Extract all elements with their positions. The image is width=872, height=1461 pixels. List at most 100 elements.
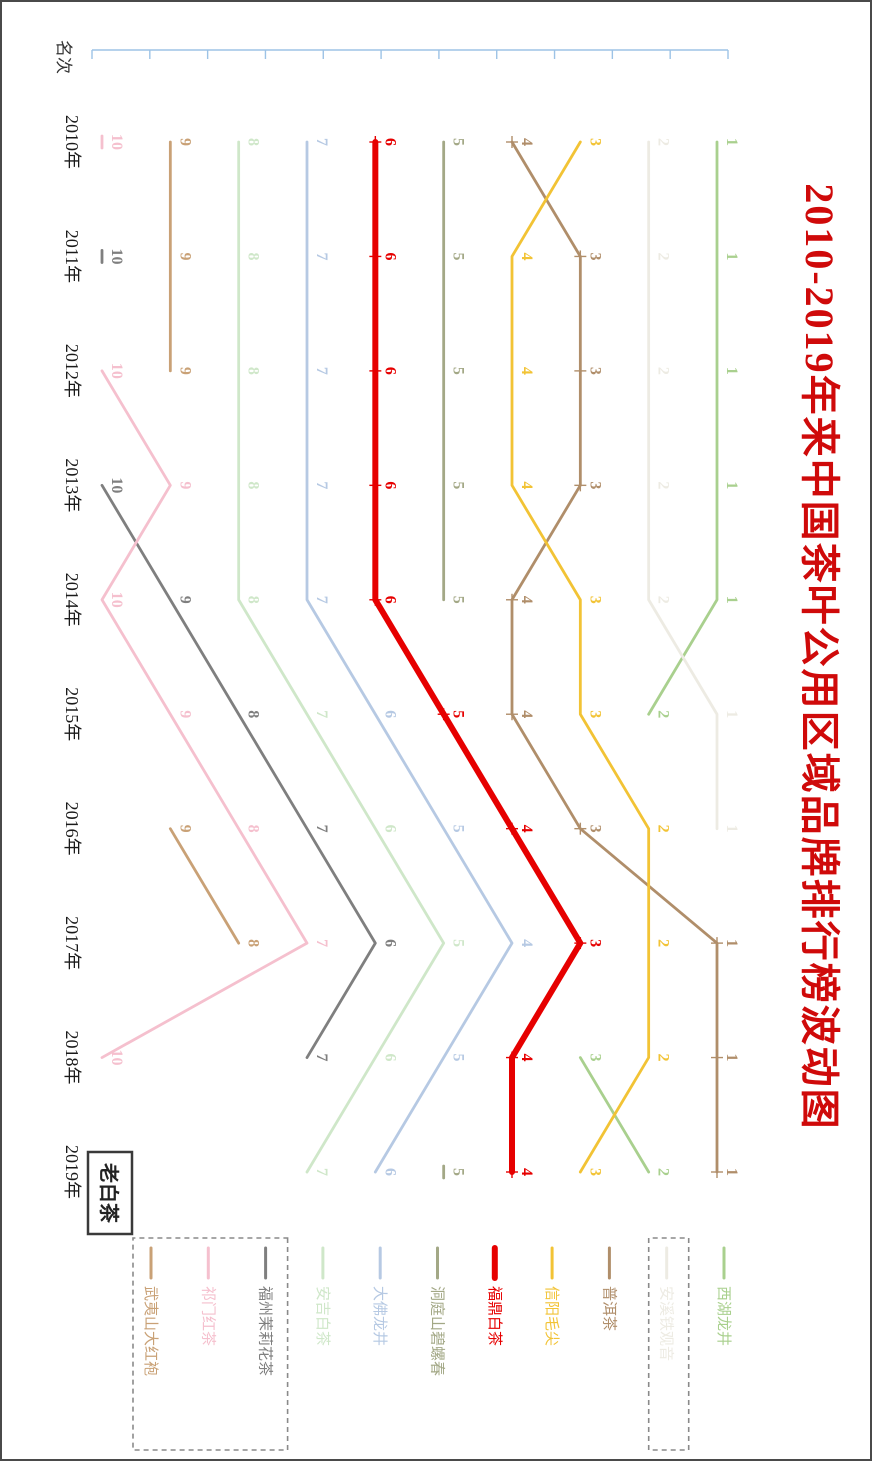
rank-value-label: 7 [313, 138, 330, 146]
rank-value-label: 8 [245, 252, 262, 260]
rank-value-label: 9 [176, 481, 193, 489]
rank-value-label: 8 [245, 710, 262, 718]
rank-value-label: 10 [108, 134, 125, 150]
rank-value-label: 5 [450, 1168, 467, 1176]
rank-value-label: 1 [723, 367, 740, 375]
rank-value-label: 4 [518, 710, 535, 718]
rank-value-label: 8 [245, 138, 262, 146]
rank-value-label: 4 [518, 252, 535, 260]
rank-value-label: 6 [381, 710, 398, 718]
legend-label: 安吉白茶 [314, 1286, 331, 1346]
rank-value-label: 7 [313, 710, 330, 718]
rank-value-label: 1 [723, 939, 740, 947]
rank-value-label: 4 [518, 825, 535, 833]
rank-value-label: 3 [586, 138, 603, 146]
year-label: 2017年 [62, 916, 82, 970]
rank-value-label: 9 [176, 252, 193, 260]
year-label: 2016年 [62, 802, 82, 856]
legend-label: 福州茉莉花茶 [257, 1286, 274, 1376]
legend-label: 信阳毛尖 [543, 1286, 560, 1346]
rank-value-label: 6 [381, 596, 398, 604]
series-line [305, 140, 514, 1174]
rank-value-label: 9 [176, 596, 193, 604]
rank-value-label: 3 [586, 825, 603, 833]
annotation-label: 老白茶 [97, 1163, 121, 1224]
rank-value-label: 5 [450, 825, 467, 833]
rank-value-label: 6 [381, 1168, 398, 1176]
rank-value-label: 4 [518, 138, 535, 146]
rank-value-label: 9 [176, 367, 193, 375]
rank-value-label: 4 [518, 1168, 535, 1176]
series-line [100, 483, 377, 1059]
rank-value-label: 3 [586, 939, 603, 947]
rank-value-label: 3 [586, 1168, 603, 1176]
series-line [647, 140, 719, 716]
rank-value-label: 7 [313, 1168, 330, 1176]
rank-value-label: 8 [245, 596, 262, 604]
series-line [510, 140, 651, 1174]
year-label: 2013年 [62, 458, 82, 512]
series-line [100, 369, 309, 1059]
rank-value-label: 5 [450, 367, 467, 375]
year-label: 2014年 [62, 573, 82, 627]
rank-value-label: 5 [450, 939, 467, 947]
rank-value-label: 1 [723, 710, 740, 718]
legend-label: 福鼎白茶 [486, 1286, 503, 1346]
rank-value-label: 5 [450, 138, 467, 146]
year-label: 2018年 [62, 1031, 82, 1085]
rank-value-label: 9 [176, 138, 193, 146]
rank-value-label: 6 [381, 481, 398, 489]
legend-label: 大佛龙井 [371, 1286, 388, 1346]
year-label: 2011年 [62, 230, 82, 283]
rank-value-label: 3 [586, 252, 603, 260]
rank-value-label: 6 [381, 939, 398, 947]
rank-value-label: 2 [655, 1168, 672, 1176]
rank-value-label: 8 [245, 939, 262, 947]
rank-value-label: 1 [723, 1054, 740, 1062]
rank-value-label: 8 [245, 481, 262, 489]
rank-value-label: 9 [176, 710, 193, 718]
rank-value-label: 4 [518, 367, 535, 375]
rank-value-label: 4 [518, 596, 535, 604]
legend-label: 祁门红茶 [199, 1286, 216, 1346]
year-label: 2012年 [62, 344, 82, 398]
series-line [510, 140, 719, 1174]
rank-value-label: 2 [655, 825, 672, 833]
rank-value-label: 3 [586, 367, 603, 375]
rank-value-label: 3 [586, 710, 603, 718]
rank-value-label: 7 [313, 367, 330, 375]
rank-value-label: 7 [313, 825, 330, 833]
legend-label: 普洱茶 [600, 1286, 617, 1331]
rank-value-label: 6 [381, 1054, 398, 1062]
rank-value-label: 1 [723, 825, 740, 833]
rank-value-label: 2 [655, 1054, 672, 1062]
series-line [168, 827, 241, 945]
year-label: 2019年 [62, 1145, 82, 1199]
year-label: 2010年 [62, 115, 82, 169]
rank-value-label: 7 [313, 596, 330, 604]
rank-value-label: 5 [450, 252, 467, 260]
rank-value-label: 4 [518, 481, 535, 489]
rank-value-label: 2 [655, 710, 672, 718]
rank-value-label: 10 [108, 477, 125, 493]
rank-value-label: 2 [655, 939, 672, 947]
series-line [372, 139, 584, 1175]
rank-value-label: 8 [245, 367, 262, 375]
rank-value-label: 2 [655, 138, 672, 146]
rank-value-label: 3 [586, 596, 603, 604]
chart-title: 2010-2019年来中国茶叶公用区域品牌排行榜波动图 [797, 183, 842, 1130]
rank-value-label: 7 [313, 1054, 330, 1062]
legend-label: 洞庭山碧螺春 [429, 1286, 446, 1376]
rank-axis-label: 名次 [54, 40, 73, 74]
annotation-box [86, 1150, 134, 1236]
series-line [237, 140, 446, 1174]
rank-value-label: 6 [381, 138, 398, 146]
rank-value-label: 6 [381, 825, 398, 833]
legend-label: 西湖龙井 [715, 1286, 732, 1346]
rank-value-label: 3 [586, 481, 603, 489]
rank-value-label: 2 [655, 252, 672, 260]
series-line [647, 140, 719, 831]
year-label: 2015年 [62, 687, 82, 741]
